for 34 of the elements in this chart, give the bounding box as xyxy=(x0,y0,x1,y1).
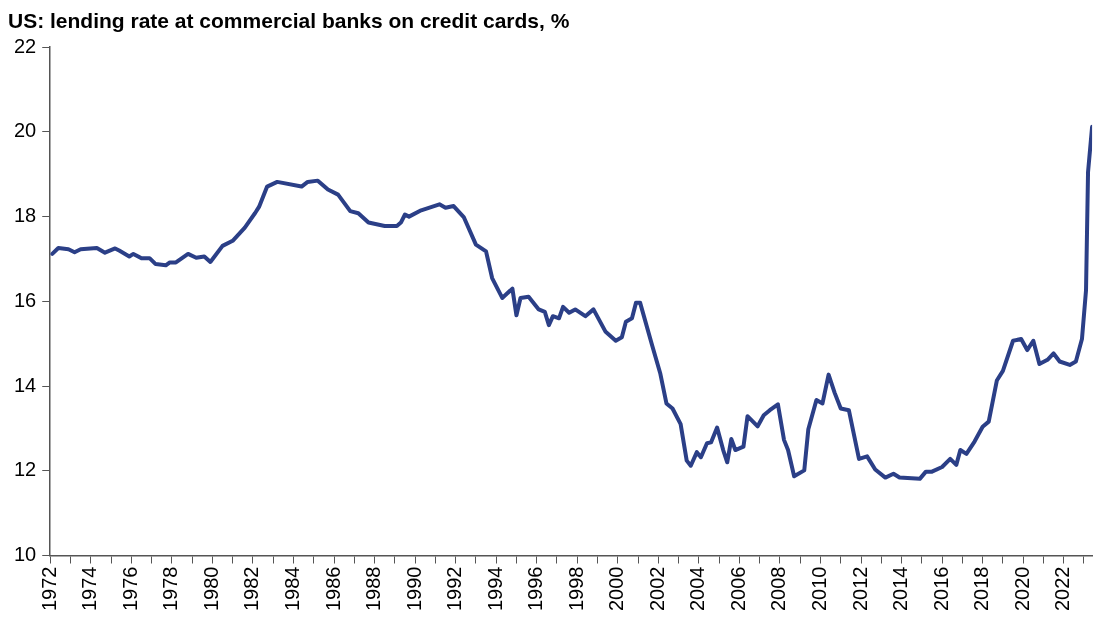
x-tick-label: 2008 xyxy=(767,566,790,612)
x-tick-label: 1998 xyxy=(564,566,587,612)
x-tick-label: 2010 xyxy=(808,566,830,612)
x-tick-label: 2014 xyxy=(889,566,912,612)
x-tick-label: 1986 xyxy=(321,566,344,612)
x-tick-label: 2006 xyxy=(726,566,749,612)
x-tick-label: 2018 xyxy=(970,566,993,612)
x-tick-label: 1990 xyxy=(402,566,425,612)
x-tick-label: 1974 xyxy=(78,566,101,612)
x-tick-label: 2004 xyxy=(686,566,709,612)
x-tick-label: 2020 xyxy=(1010,566,1033,612)
x-tick-label: 2016 xyxy=(929,566,952,612)
x-tick-label: 2002 xyxy=(645,566,668,612)
y-tick-label: 20 xyxy=(14,119,37,142)
y-tick-label: 16 xyxy=(14,288,37,311)
x-tick-label: 1984 xyxy=(280,566,303,612)
x-tick-label: 1994 xyxy=(483,566,506,612)
x-tick-label: 1996 xyxy=(524,566,547,612)
x-tick-label: 1980 xyxy=(199,566,222,612)
x-tick-label: 2000 xyxy=(605,566,628,612)
x-tick-label: 1976 xyxy=(118,566,141,612)
y-tick-label: 14 xyxy=(14,373,37,396)
chart-title: US: lending rate at commercial banks on credit cards, % xyxy=(8,9,570,33)
x-tick-label: 1992 xyxy=(443,566,466,612)
y-tick-label: 18 xyxy=(14,204,37,227)
x-tick-label: 1982 xyxy=(240,566,263,612)
y-tick-label: 10 xyxy=(14,543,37,566)
y-tick-label: 22 xyxy=(14,34,37,57)
y-tick-label: 12 xyxy=(14,458,37,481)
x-tick-label: 1978 xyxy=(159,566,182,612)
x-tick-label: 2012 xyxy=(848,566,871,612)
x-tick-label: 1972 xyxy=(37,566,60,612)
x-tick-label: 1988 xyxy=(362,566,385,612)
x-tick-label: 2022 xyxy=(1051,566,1074,612)
